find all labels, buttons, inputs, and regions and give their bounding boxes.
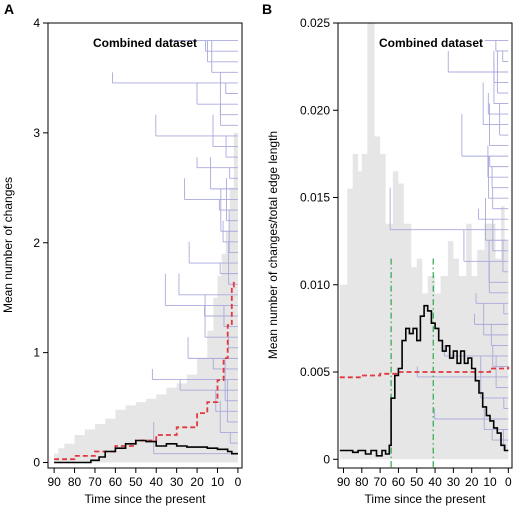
panel-a-x-tick-label: 50 <box>129 475 143 489</box>
panel-a-observed-line <box>54 439 238 464</box>
panel-a-y-ticks: 0 1 2 3 4 <box>33 16 48 470</box>
panel-a-x-tick-label: 70 <box>88 475 102 489</box>
panel-b-x-ticks: 90 80 70 60 50 40 30 20 10 0 <box>337 468 512 489</box>
panel-a-y-axis-label: Mean number of changes <box>1 177 15 313</box>
panel-b-y-axis-label: Mean number of changes/total edge length <box>266 131 280 359</box>
panel-a-y-tick-label: 0 <box>33 456 40 470</box>
panel-a-x-axis-label: Time since the present <box>85 492 207 506</box>
panel-b-x-tick-label: 60 <box>392 475 406 489</box>
panel-b-plot-area <box>339 23 510 468</box>
panel-a-y-tick-label: 3 <box>33 126 40 140</box>
panel-b-y-tick-label: 0.015 <box>300 191 330 205</box>
panel-b: B Combined dataset Time since the presen… <box>262 1 513 506</box>
panel-a-x-tick-label: 30 <box>170 475 184 489</box>
panel-b-band <box>339 23 509 460</box>
panel-b-x-tick-label: 30 <box>447 475 461 489</box>
panel-b-x-axis-label: Time since the present <box>365 492 487 506</box>
panel-b-y-tick-label: 0.005 <box>300 365 330 379</box>
panel-b-letter: B <box>262 1 272 17</box>
panel-b-frame <box>337 22 513 469</box>
panel-b-observed-line <box>339 304 509 457</box>
panel-a-x-tick-label: 10 <box>211 475 225 489</box>
panel-b-x-tick-label: 90 <box>337 475 351 489</box>
panel-a-plot-area <box>54 40 238 464</box>
panel-a-x-ticks: 90 80 70 60 50 40 30 20 10 0 <box>47 468 242 489</box>
panel-b-x-tick-label: 40 <box>428 475 442 489</box>
panel-b-x-tick-label: 0 <box>505 475 512 489</box>
panel-a-letter: A <box>4 1 14 17</box>
panel-a-x-tick-label: 90 <box>47 475 61 489</box>
panel-a-x-tick-label: 60 <box>109 475 123 489</box>
panel-a-x-tick-label: 20 <box>190 475 204 489</box>
panel-b-y-tick-label: 0.025 <box>300 16 330 30</box>
panel-a-y-tick-label: 1 <box>33 346 40 360</box>
panel-a-phylogeny-tree <box>111 40 238 455</box>
panel-a-x-tick-label: 80 <box>68 475 82 489</box>
panel-b-x-tick-label: 50 <box>410 475 424 489</box>
panel-a-title: Combined dataset <box>93 36 197 50</box>
panel-a-y-tick-label: 2 <box>33 236 40 250</box>
panel-b-expected-line <box>339 366 510 379</box>
panel-a-x-tick-label: 40 <box>150 475 164 489</box>
panel-b-title: Combined dataset <box>379 36 483 50</box>
panel-a-y-tick-label: 4 <box>33 16 40 30</box>
panel-b-x-tick-label: 80 <box>355 475 369 489</box>
panel-b-x-tick-label: 10 <box>483 475 497 489</box>
panel-a-band <box>54 88 238 463</box>
panel-b-y-tick-label: 0.010 <box>300 278 330 292</box>
panel-b-x-tick-label: 20 <box>465 475 479 489</box>
panel-a: A Combined dataset Time since the presen… <box>1 1 243 506</box>
panel-b-phylogeny-tree <box>389 40 509 451</box>
panel-a-x-tick-label: 0 <box>235 475 242 489</box>
panel-b-y-tick-label: 0 <box>323 452 330 466</box>
panel-b-y-ticks: 0 0.005 0.010 0.015 0.020 0.025 <box>300 16 338 466</box>
panel-b-x-tick-label: 70 <box>373 475 387 489</box>
panel-a-frame <box>47 22 243 469</box>
panel-b-y-tick-label: 0.020 <box>300 103 330 117</box>
